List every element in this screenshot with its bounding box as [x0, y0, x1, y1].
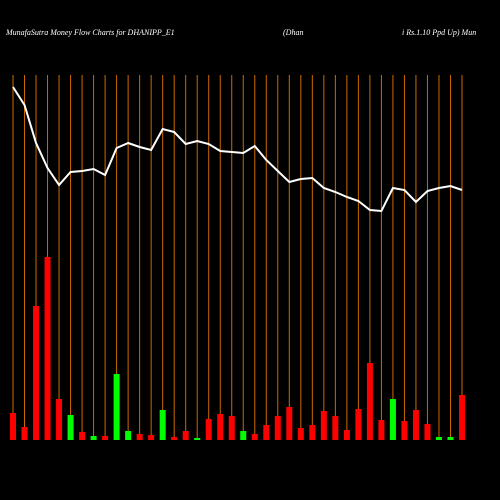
- bar: [459, 395, 465, 440]
- bar: [366, 363, 373, 440]
- bar: [309, 425, 316, 440]
- bar: [21, 427, 28, 440]
- bar: [228, 416, 235, 440]
- bar: [401, 421, 408, 440]
- bar: [412, 410, 419, 440]
- chart-subtitle: (Dhan: [283, 28, 303, 37]
- chart-title: MunafaSutra Money Flow Charts for DHANIP…: [5, 28, 175, 37]
- bar: [90, 436, 97, 440]
- bar: [251, 434, 258, 440]
- bar: [435, 437, 442, 440]
- bar: [205, 419, 212, 440]
- bar: [297, 428, 304, 440]
- bar: [343, 430, 350, 440]
- bar: [182, 431, 189, 440]
- bar: [355, 409, 362, 440]
- bar: [148, 435, 155, 440]
- bar: [424, 424, 431, 440]
- bar: [389, 399, 396, 440]
- bar: [159, 410, 166, 440]
- bar: [194, 438, 201, 440]
- bar: [102, 436, 109, 440]
- bar: [113, 374, 120, 440]
- bar: [320, 411, 327, 440]
- bar: [67, 415, 74, 440]
- bar: [33, 306, 40, 440]
- bar: [274, 416, 281, 440]
- bar: [125, 431, 132, 440]
- bar: [286, 407, 293, 440]
- bar: [447, 437, 454, 440]
- bar: [217, 414, 224, 440]
- bar: [56, 399, 63, 440]
- chart-subtitle: i Rs.1.10 Ppd Up) Mun: [402, 28, 476, 37]
- money-flow-line: [12, 86, 463, 213]
- bar: [240, 431, 247, 440]
- bar: [332, 416, 339, 440]
- bar: [263, 425, 270, 440]
- bar: [10, 413, 16, 440]
- bar: [171, 437, 178, 440]
- bar: [44, 257, 51, 440]
- bar: [79, 432, 86, 440]
- bar: [378, 420, 385, 440]
- bar: [136, 434, 143, 440]
